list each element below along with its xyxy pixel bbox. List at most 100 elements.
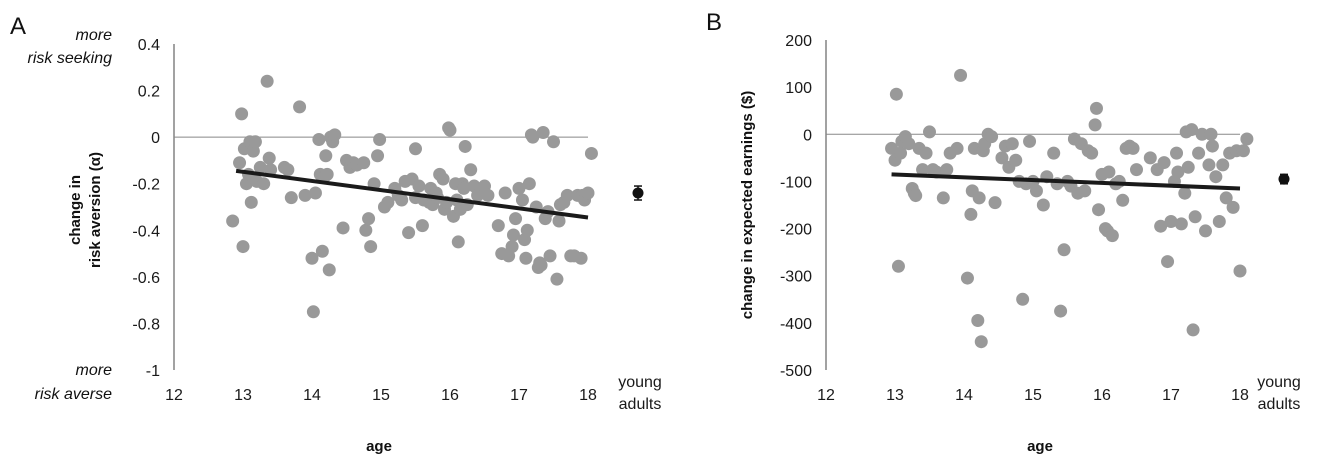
data-point	[534, 258, 548, 272]
data-point	[1036, 198, 1050, 212]
data-point	[1089, 101, 1103, 115]
data-point	[894, 146, 908, 160]
x-axis-title: age	[1027, 438, 1053, 455]
data-point	[357, 156, 371, 170]
data-point	[443, 123, 457, 137]
data-point	[253, 160, 267, 174]
data-point	[506, 228, 520, 242]
data-point	[552, 214, 566, 228]
x-tick-label: 16	[1093, 387, 1111, 404]
data-point	[322, 263, 336, 277]
data-point	[1192, 146, 1206, 160]
data-point	[1157, 156, 1171, 170]
x-tick-label: 12	[817, 387, 835, 404]
data-point	[1181, 160, 1195, 174]
y-tick-label: 0.4	[138, 37, 160, 54]
data-point	[491, 219, 505, 233]
data-point	[995, 151, 1009, 165]
data-point	[458, 139, 472, 153]
data-point	[264, 163, 278, 177]
data-point	[1236, 144, 1250, 158]
y-tick-label: 0.2	[138, 84, 160, 101]
data-point	[262, 151, 276, 165]
data-point	[964, 207, 978, 221]
data-point	[902, 137, 916, 151]
y-ticks: 200 100 0 -100 -200 -300 -400 -500	[780, 33, 812, 380]
data-point	[1212, 215, 1226, 228]
data-point	[306, 305, 320, 319]
data-point	[1092, 203, 1106, 217]
data-point	[1116, 193, 1130, 207]
data-point	[581, 186, 595, 200]
data-point	[315, 244, 329, 258]
data-point	[923, 125, 936, 139]
y-tick-label: 0	[803, 127, 812, 144]
y-tick-label: -0.8	[132, 316, 160, 333]
data-point	[293, 100, 307, 114]
y-axis-title-line2: risk aversion (α)	[87, 152, 104, 268]
data-point	[381, 195, 395, 209]
data-point	[1219, 191, 1233, 205]
data-point	[319, 149, 333, 163]
data-point	[1209, 170, 1223, 184]
data-point	[891, 259, 905, 273]
young-adults-label-line1: young	[1257, 374, 1301, 391]
data-point	[985, 130, 999, 144]
data-point	[451, 235, 465, 249]
data-point	[305, 251, 319, 265]
data-point	[1130, 163, 1143, 177]
young-adults-point	[1278, 173, 1290, 185]
data-point	[1105, 229, 1119, 243]
data-point	[1195, 127, 1209, 141]
young-adults-label-line1: young	[618, 374, 662, 391]
data-point	[940, 163, 954, 177]
data-point	[919, 146, 933, 160]
data-point	[373, 132, 387, 146]
x-tick-label: 17	[510, 387, 528, 404]
x-tick-label: 16	[441, 387, 459, 404]
data-point	[481, 188, 495, 202]
data-point	[248, 135, 262, 149]
data-point	[233, 156, 247, 170]
data-point	[520, 223, 534, 237]
data-point	[402, 226, 416, 240]
x-tick-label: 17	[1162, 387, 1180, 404]
data-point	[1164, 215, 1178, 228]
data-point	[235, 107, 249, 121]
y-axis-title: change in expected earnings ($)	[739, 91, 756, 319]
y-tick-label: 0	[151, 130, 160, 147]
data-point	[936, 191, 950, 205]
data-point	[543, 249, 557, 263]
data-point	[547, 135, 560, 149]
data-point	[1188, 210, 1202, 224]
data-point	[954, 68, 968, 82]
young-adults-marker	[1278, 173, 1290, 185]
data-point	[526, 130, 540, 144]
data-point	[1233, 264, 1247, 278]
x-tick-label: 13	[234, 387, 252, 404]
x-tick-label: 12	[165, 387, 183, 404]
data-point	[974, 335, 988, 349]
y-tick-label: -500	[780, 363, 812, 380]
data-point	[1204, 127, 1218, 141]
data-point	[1202, 158, 1216, 172]
x-tick-label: 18	[579, 387, 597, 404]
x-tick-label: 15	[372, 387, 390, 404]
data-point	[436, 172, 450, 186]
data-point	[412, 179, 426, 193]
y-tick-label: -100	[780, 174, 812, 191]
panel-label-a: A	[10, 13, 26, 40]
data-point	[584, 146, 598, 160]
data-point	[312, 132, 326, 146]
data-point	[236, 240, 250, 254]
data-point	[328, 128, 342, 142]
data-point	[509, 212, 523, 226]
data-point	[359, 223, 373, 237]
data-point	[972, 191, 986, 205]
data-point	[512, 181, 526, 195]
data-point	[1216, 158, 1230, 172]
data-point	[971, 314, 985, 327]
data-points	[226, 74, 598, 319]
data-point	[1047, 146, 1061, 160]
